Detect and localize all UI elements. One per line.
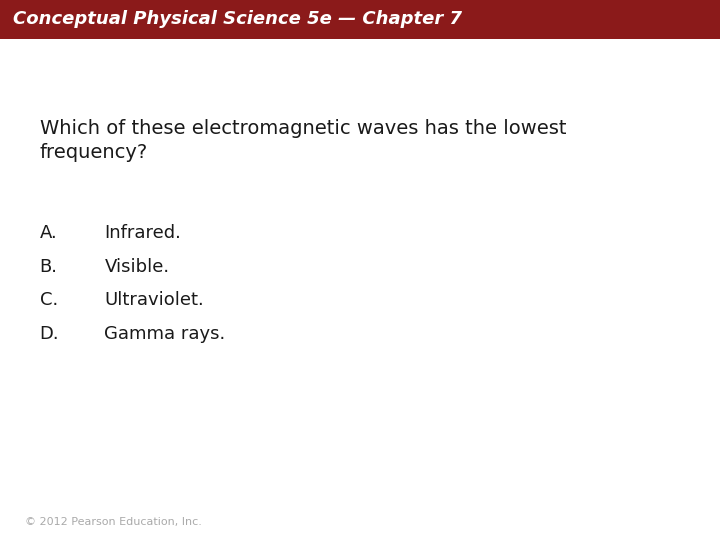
Text: B.: B. bbox=[40, 258, 58, 275]
Text: Ultraviolet.: Ultraviolet. bbox=[104, 291, 204, 309]
Text: Visible.: Visible. bbox=[104, 258, 169, 275]
Text: Conceptual Physical Science 5e — Chapter 7: Conceptual Physical Science 5e — Chapter… bbox=[13, 10, 462, 29]
Text: © 2012 Pearson Education, Inc.: © 2012 Pearson Education, Inc. bbox=[25, 516, 202, 526]
Text: D.: D. bbox=[40, 325, 59, 342]
Text: Infrared.: Infrared. bbox=[104, 224, 181, 242]
Text: Which of these electromagnetic waves has the lowest
frequency?: Which of these electromagnetic waves has… bbox=[40, 119, 566, 162]
Text: A.: A. bbox=[40, 224, 58, 242]
Text: Gamma rays.: Gamma rays. bbox=[104, 325, 225, 342]
FancyBboxPatch shape bbox=[0, 0, 720, 39]
Text: C.: C. bbox=[40, 291, 58, 309]
